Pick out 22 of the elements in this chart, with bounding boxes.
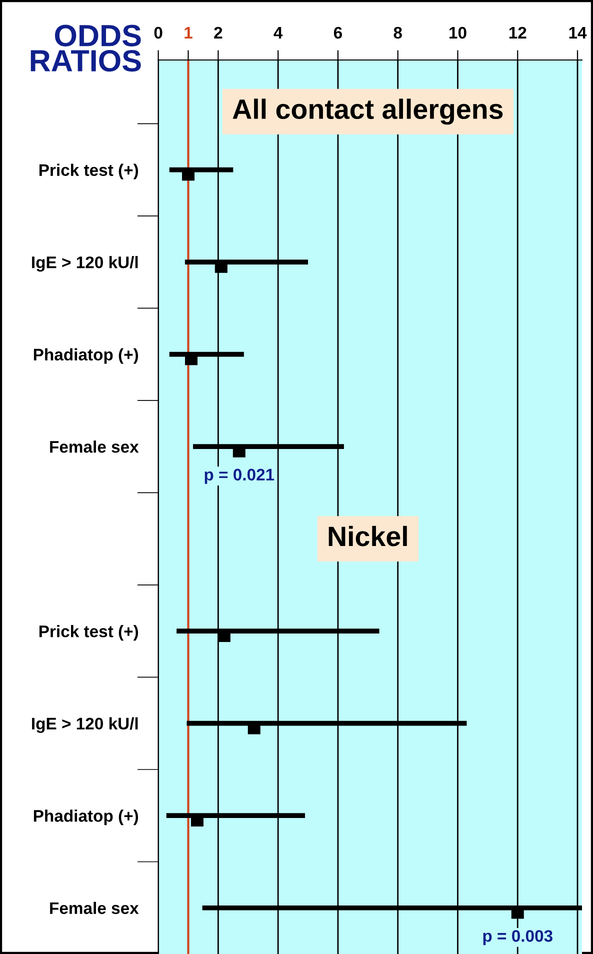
x-tick-label: 2 <box>214 26 222 38</box>
chart-title: ODDS RATIOS <box>30 24 141 72</box>
annotation: p = 0.021 <box>204 468 274 484</box>
x-tick-label: 1 <box>184 27 192 38</box>
annotation: All contact allergens <box>232 98 503 125</box>
y-tick-label: Phadiatop (+) <box>34 810 138 826</box>
annotation: p = 0.003 <box>483 930 552 946</box>
y-tick-label: Female sex <box>50 902 139 914</box>
y-tick-label: Phadiatop (+) <box>34 348 138 364</box>
x-tick-label: 6 <box>334 26 342 39</box>
y-tick-label: IgE > 120 kU/l <box>32 717 138 733</box>
y-tick-label: Prick test (+) <box>39 164 138 180</box>
x-tick-label: 14 <box>569 27 587 38</box>
y-tick-label: Female sex <box>50 440 139 453</box>
x-tick-label: 12 <box>509 26 526 38</box>
annotation: Nickel <box>328 526 407 546</box>
x-tick-label: 4 <box>274 27 283 38</box>
y-tick-label: IgE > 120 kU/l <box>32 256 138 272</box>
y-tick-label: Prick test (+) <box>39 625 138 641</box>
x-tick-label: 0 <box>154 26 162 39</box>
x-tick-label: 10 <box>450 26 466 39</box>
x-tick-label: 8 <box>394 26 402 39</box>
